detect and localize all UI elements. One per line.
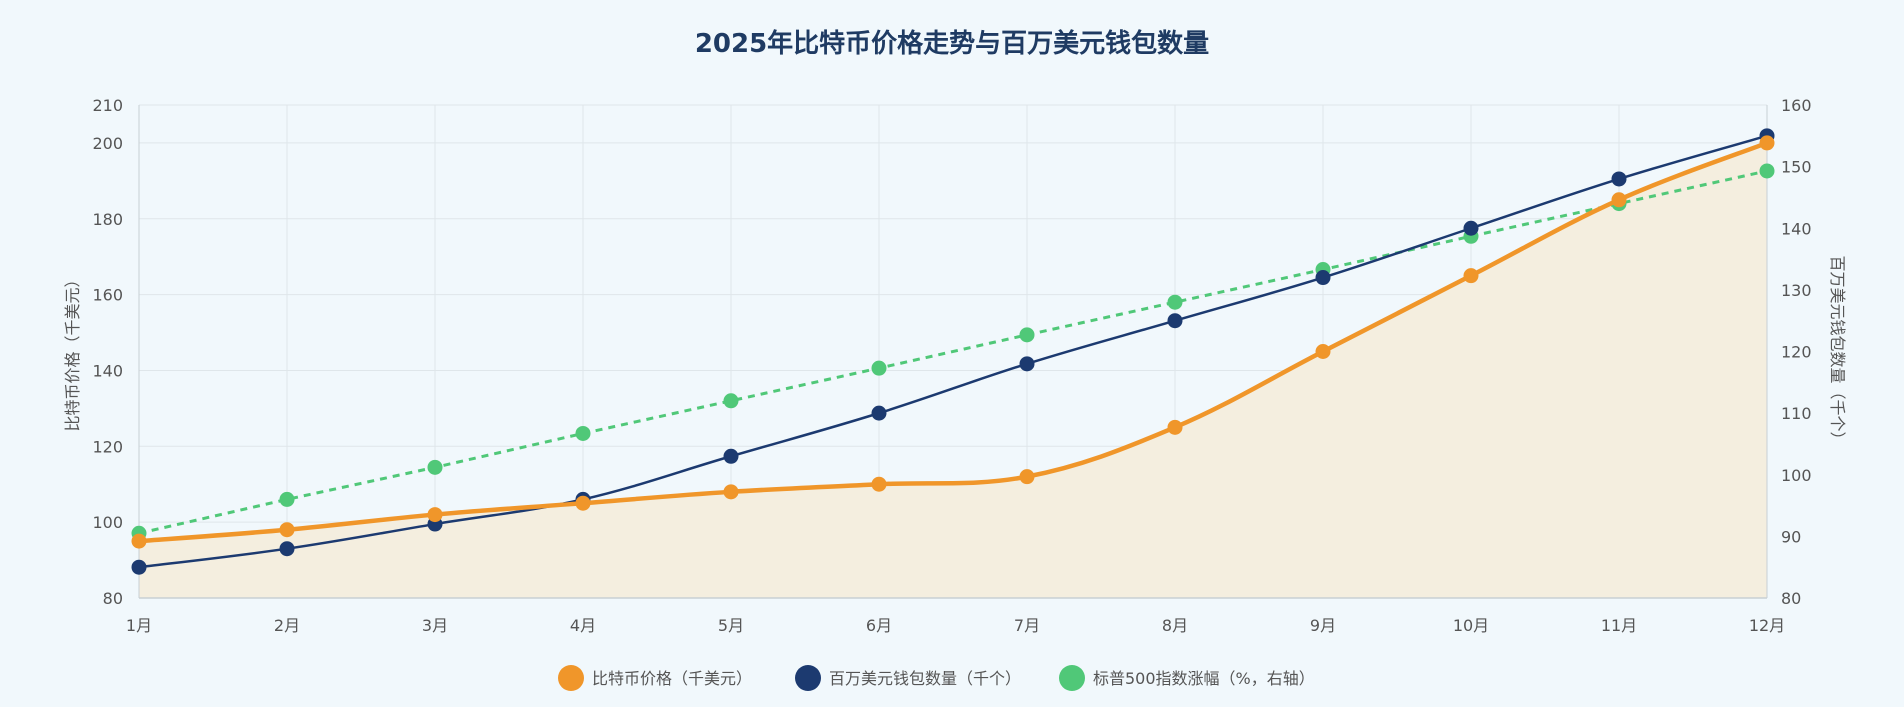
- x-tick-label: 11月: [1601, 616, 1637, 635]
- million-wallets-point: [279, 541, 295, 557]
- sp500-gain-point: [1759, 163, 1775, 179]
- million-wallets-point: [1167, 313, 1183, 329]
- million-wallets-point: [1611, 171, 1627, 187]
- x-tick-label: 12月: [1749, 616, 1785, 635]
- y-left-axis-title: 比特币价格（千美元）: [63, 271, 82, 431]
- million-wallets-point: [131, 559, 147, 575]
- legend[interactable]: 比特币价格（千美元） 百万美元钱包数量（千个） 标普500指数涨幅（%，右轴）: [558, 665, 1315, 691]
- million-wallets-legend-label: 百万美元钱包数量（千个）: [829, 669, 1021, 688]
- sp500-gain-point: [871, 360, 887, 376]
- million-wallets-point: [723, 448, 739, 464]
- btc-price-point: [1167, 419, 1183, 435]
- million-wallets-point: [871, 405, 887, 421]
- sp500-gain-point: [1019, 327, 1035, 343]
- y-right-tick-label: 120: [1781, 343, 1812, 362]
- x-tick-label: 1月: [126, 616, 152, 635]
- sp500-gain-point: [279, 491, 295, 507]
- area-fill: [139, 142, 1767, 598]
- btc-price-point: [279, 522, 295, 538]
- series: [131, 128, 1775, 575]
- sp500-gain-line: [138, 169, 1768, 535]
- btc-price-point: [1611, 192, 1627, 208]
- y-left-tick-label: 80: [103, 589, 123, 608]
- btc-price-point: [1019, 469, 1035, 485]
- x-tick-label: 4月: [570, 616, 596, 635]
- x-tick-label: 10月: [1453, 616, 1489, 635]
- y-right-tick-label: 150: [1781, 158, 1812, 177]
- btc-price-area: [139, 142, 1767, 598]
- y-right-tick-label: 140: [1781, 219, 1812, 238]
- million-wallets-legend-marker: [795, 665, 821, 691]
- sp500-gain-point: [723, 393, 739, 409]
- x-tick-label: 7月: [1014, 616, 1040, 635]
- y-left-tick-label: 210: [92, 96, 123, 115]
- y-left-tick-label: 120: [92, 437, 123, 456]
- btc-price-point: [1315, 344, 1331, 359]
- btc-price-point: [1759, 135, 1775, 151]
- y-right-tick-label: 110: [1781, 404, 1812, 423]
- btc-price-point: [1463, 268, 1479, 284]
- y-right-tick-label: 130: [1781, 281, 1812, 300]
- x-tick-label: 3月: [422, 616, 448, 635]
- btc-price-line: [138, 140, 1768, 544]
- million-wallets-line: [138, 134, 1768, 569]
- btc-price-point: [575, 495, 591, 511]
- chart-title: 2025年比特币价格走势与百万美元钱包数量: [695, 28, 1209, 59]
- btc-price-point: [871, 476, 887, 492]
- sp500-gain-point: [575, 425, 591, 441]
- x-tick-label: 6月: [866, 616, 892, 635]
- y-left-tick-label: 200: [92, 134, 123, 153]
- million-wallets-point: [1463, 220, 1479, 236]
- x-tick-label: 9月: [1310, 616, 1336, 635]
- y-right-axis-title: 百万美元钱包数量（千个）: [1828, 255, 1847, 447]
- y-left-tick-label: 180: [92, 210, 123, 229]
- btc-price-legend-label: 比特币价格（千美元）: [592, 669, 752, 688]
- million-wallets-point: [1315, 270, 1331, 286]
- x-tick-label: 2月: [274, 616, 300, 635]
- btc-price-point: [427, 507, 443, 523]
- million-wallets-point: [1019, 356, 1035, 372]
- x-tick-label: 5月: [718, 616, 744, 635]
- y-right-tick-label: 80: [1781, 589, 1801, 608]
- x-tick-label: 8月: [1162, 616, 1188, 635]
- btc-price-legend-marker: [558, 665, 584, 691]
- btc-price-point: [723, 484, 739, 500]
- y-right-tick-label: 100: [1781, 466, 1812, 485]
- sp500-gain-point: [1167, 294, 1183, 310]
- y-left-tick-label: 140: [92, 361, 123, 380]
- sp500-gain-point: [427, 459, 443, 475]
- axes: 80 100 120 140 160 180 200 210 80 90 100 110 120 130 1…: [63, 96, 1847, 635]
- y-right-tick-label: 160: [1781, 96, 1812, 115]
- y-right-tick-label: 90: [1781, 527, 1801, 546]
- y-left-tick-label: 100: [92, 513, 123, 532]
- sp500-gain-legend-marker: [1059, 665, 1085, 691]
- y-left-tick-label: 160: [92, 286, 123, 305]
- sp500-gain-legend-label: 标普500指数涨幅（%，右轴）: [1093, 669, 1315, 688]
- btc-price-series: [131, 135, 1775, 549]
- btc-price-point: [131, 533, 147, 549]
